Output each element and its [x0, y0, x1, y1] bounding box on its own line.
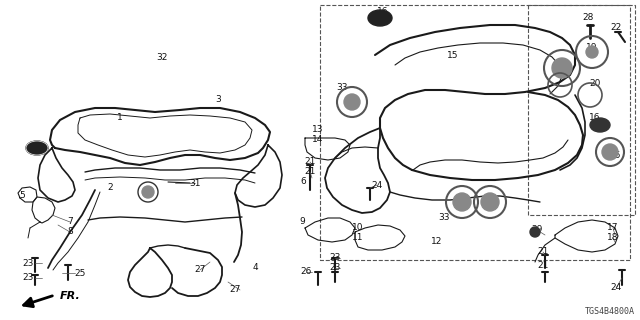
Ellipse shape	[368, 10, 392, 26]
Text: 21: 21	[304, 157, 316, 166]
Text: 4: 4	[252, 263, 258, 273]
Text: 21: 21	[538, 247, 548, 257]
Ellipse shape	[590, 118, 610, 132]
Text: 16: 16	[377, 7, 388, 17]
Text: 23: 23	[330, 253, 340, 262]
Text: 23: 23	[330, 263, 340, 273]
Text: 6: 6	[27, 143, 33, 153]
Text: 26: 26	[300, 268, 312, 276]
Text: 29: 29	[531, 226, 543, 235]
Text: 2: 2	[107, 183, 113, 193]
Text: TGS4B4800A: TGS4B4800A	[585, 308, 635, 316]
Text: 15: 15	[611, 150, 621, 159]
Circle shape	[530, 227, 540, 237]
Text: 33: 33	[438, 213, 450, 222]
Text: 20: 20	[554, 68, 564, 77]
Text: 17: 17	[607, 223, 619, 233]
Text: 6: 6	[300, 178, 306, 187]
Circle shape	[552, 58, 572, 78]
Text: 21: 21	[304, 167, 316, 177]
Text: 20: 20	[589, 78, 601, 87]
Text: 24: 24	[371, 180, 383, 189]
Text: 33: 33	[336, 84, 348, 92]
Bar	[528, 5, 635, 215]
Text: 16: 16	[589, 114, 601, 123]
Text: 1: 1	[117, 114, 123, 123]
Text: 23: 23	[22, 274, 34, 283]
Text: 8: 8	[67, 228, 73, 236]
Text: 27: 27	[229, 285, 241, 294]
Text: 3: 3	[215, 95, 221, 105]
Text: 24: 24	[611, 284, 621, 292]
Text: 10: 10	[352, 223, 364, 233]
Circle shape	[142, 186, 154, 198]
Text: 18: 18	[607, 234, 619, 243]
Text: 32: 32	[156, 53, 168, 62]
Text: 21: 21	[538, 260, 548, 269]
Circle shape	[586, 46, 598, 58]
Text: 11: 11	[352, 234, 364, 243]
Text: 31: 31	[189, 179, 201, 188]
Text: 5: 5	[19, 190, 25, 199]
Circle shape	[453, 193, 471, 211]
Text: 15: 15	[447, 51, 459, 60]
Text: 14: 14	[312, 135, 324, 145]
Circle shape	[481, 193, 499, 211]
Text: 19: 19	[586, 44, 598, 52]
Text: 12: 12	[431, 237, 443, 246]
Text: 7: 7	[67, 218, 73, 227]
Bar	[320, 5, 630, 260]
Text: 23: 23	[22, 259, 34, 268]
Circle shape	[344, 94, 360, 110]
Text: 27: 27	[195, 266, 205, 275]
Text: 22: 22	[611, 23, 621, 33]
Text: 13: 13	[312, 125, 324, 134]
Text: 25: 25	[74, 268, 86, 277]
Text: 28: 28	[582, 13, 594, 22]
Text: 9: 9	[299, 218, 305, 227]
Circle shape	[602, 144, 618, 160]
Ellipse shape	[26, 141, 48, 155]
Text: FR.: FR.	[60, 291, 81, 301]
